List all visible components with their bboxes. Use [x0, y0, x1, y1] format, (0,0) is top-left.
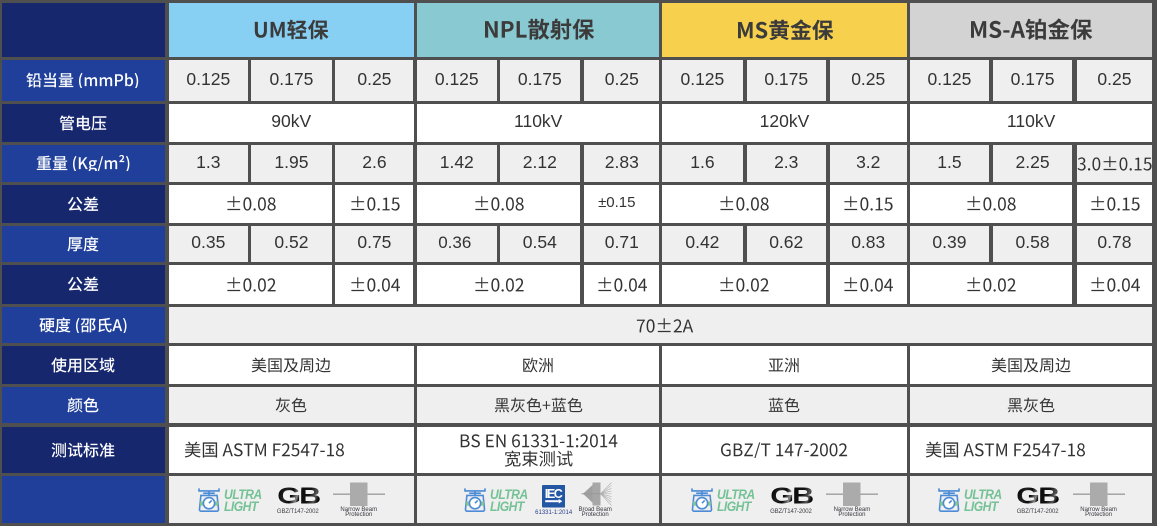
svg-text:IEC: IEC — [545, 487, 563, 501]
